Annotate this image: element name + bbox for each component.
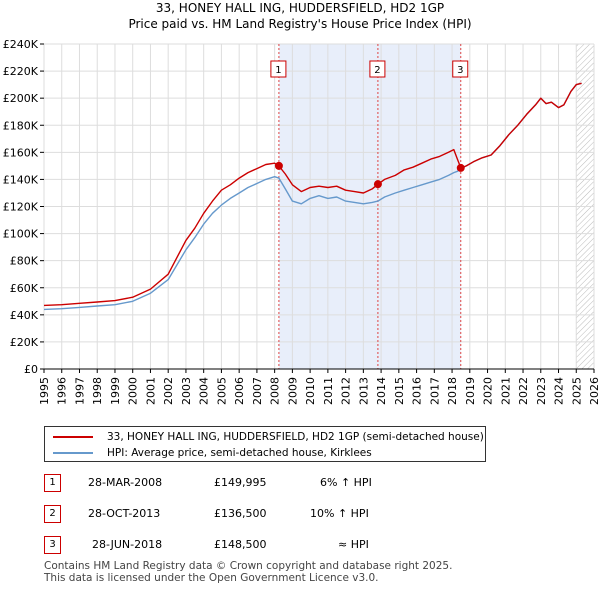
x-tick-label: 2007 bbox=[251, 377, 264, 405]
x-tick-label: 2017 bbox=[428, 377, 441, 405]
sale-price-1: £149,995 bbox=[214, 476, 267, 489]
y-tick-label: £20K bbox=[10, 336, 39, 349]
x-tick-label: 1999 bbox=[109, 377, 122, 405]
sale-price-3: £148,500 bbox=[214, 538, 267, 551]
legend-label-property: 33, HONEY HALL ING, HUDDERSFIELD, HD2 1G… bbox=[107, 431, 484, 443]
x-tick-label: 2023 bbox=[535, 377, 548, 405]
x-tick-label: 1995 bbox=[38, 377, 51, 405]
sale-date-1: 28-MAR-2008 bbox=[88, 476, 163, 489]
y-tick-label: £80K bbox=[10, 255, 39, 268]
sale-badge-1: 1 bbox=[44, 474, 61, 492]
x-tick-label: 2022 bbox=[517, 377, 530, 405]
x-tick-label: 1997 bbox=[73, 377, 86, 405]
x-tick-label: 1996 bbox=[56, 377, 69, 405]
y-tick-label: £100K bbox=[3, 228, 39, 241]
sale-marker-2 bbox=[373, 180, 382, 189]
x-tick-label: 2006 bbox=[233, 377, 246, 405]
legend-item-property: 33, HONEY HALL ING, HUDDERSFIELD, HD2 1G… bbox=[53, 429, 484, 445]
y-tick-label: £120K bbox=[3, 201, 39, 214]
chart-subtitle: Price paid vs. HM Land Registry's House … bbox=[128, 17, 471, 31]
x-tick-label: 2020 bbox=[482, 377, 495, 405]
y-tick-label: £140K bbox=[3, 173, 39, 186]
x-tick-label: 2018 bbox=[446, 377, 459, 405]
y-tick-label: £200K bbox=[3, 92, 39, 105]
x-tick-label: 1998 bbox=[91, 377, 104, 405]
sale-date-2: 28-OCT-2013 bbox=[88, 507, 161, 520]
y-tick-label: £180K bbox=[3, 119, 39, 132]
x-tick-label: 2000 bbox=[127, 377, 140, 405]
y-tick-label: £160K bbox=[3, 146, 39, 159]
x-tick-label: 2019 bbox=[464, 377, 477, 405]
x-tick-label: 2024 bbox=[553, 377, 566, 405]
chart-title: 33, HONEY HALL ING, HUDDERSFIELD, HD2 1G… bbox=[156, 1, 444, 15]
y-tick-label: £60K bbox=[10, 282, 39, 295]
sale-marker-1 bbox=[274, 161, 283, 170]
x-tick-label: 2003 bbox=[180, 377, 193, 405]
legend-label-hpi: HPI: Average price, semi-detached house,… bbox=[107, 447, 372, 459]
legend-line-hpi bbox=[53, 452, 93, 454]
x-tick-label: 2021 bbox=[499, 377, 512, 405]
footer-line-2: This data is licensed under the Open Gov… bbox=[44, 572, 379, 584]
y-tick-label: £240K bbox=[3, 38, 39, 51]
price-chart: 33, HONEY HALL ING, HUDDERSFIELD, HD2 1G… bbox=[3, 1, 600, 405]
sale-hpi-2: 10% ↑ HPI bbox=[310, 507, 369, 520]
x-tick-label: 2015 bbox=[393, 377, 406, 405]
chart-legend: 33, HONEY HALL ING, HUDDERSFIELD, HD2 1G… bbox=[44, 426, 486, 462]
x-tick-label: 2011 bbox=[322, 377, 335, 405]
sale-label-3: 3 bbox=[457, 65, 463, 76]
x-tick-label: 2009 bbox=[286, 377, 299, 405]
x-tick-label: 2013 bbox=[357, 377, 370, 405]
x-tick-label: 2001 bbox=[144, 377, 157, 405]
property-price-line bbox=[43, 82, 582, 307]
x-tick-label: 2014 bbox=[375, 377, 388, 405]
footer-notice: Contains HM Land Registry data © Crown c… bbox=[44, 560, 452, 584]
sale-hpi-3: ≈ HPI bbox=[338, 538, 369, 551]
sale-price-2: £136,500 bbox=[214, 507, 267, 520]
sale-label-1: 1 bbox=[275, 65, 281, 76]
x-tick-label: 2026 bbox=[588, 377, 600, 405]
sale-label-box-2 bbox=[369, 60, 386, 78]
x-tick-label: 2002 bbox=[162, 377, 175, 405]
x-tick-label: 2025 bbox=[570, 377, 583, 405]
sale-label-box-1 bbox=[270, 60, 287, 78]
legend-line-property bbox=[53, 436, 93, 438]
x-tick-label: 2008 bbox=[269, 377, 282, 405]
x-tick-label: 2010 bbox=[304, 377, 317, 405]
sale-badge-3: 3 bbox=[44, 536, 61, 554]
sale-label-2: 2 bbox=[374, 65, 380, 76]
x-tick-label: 2012 bbox=[340, 377, 353, 405]
y-tick-label: £40K bbox=[10, 309, 39, 322]
x-tick-label: 2005 bbox=[215, 377, 228, 405]
x-tick-label: 2004 bbox=[198, 377, 211, 405]
sale-label-box-3 bbox=[452, 60, 469, 78]
sale-marker-3 bbox=[456, 163, 465, 172]
y-tick-label: £220K bbox=[3, 65, 39, 78]
footer-line-1: Contains HM Land Registry data © Crown c… bbox=[44, 560, 453, 572]
sale-badge-2: 2 bbox=[44, 505, 61, 523]
sale-hpi-1: 6% ↑ HPI bbox=[320, 476, 372, 489]
sale-date-3: 28-JUN-2018 bbox=[92, 538, 163, 551]
legend-item-hpi: HPI: Average price, semi-detached house,… bbox=[53, 445, 372, 461]
y-tick-label: £0 bbox=[24, 363, 38, 376]
x-tick-label: 2016 bbox=[411, 377, 424, 405]
